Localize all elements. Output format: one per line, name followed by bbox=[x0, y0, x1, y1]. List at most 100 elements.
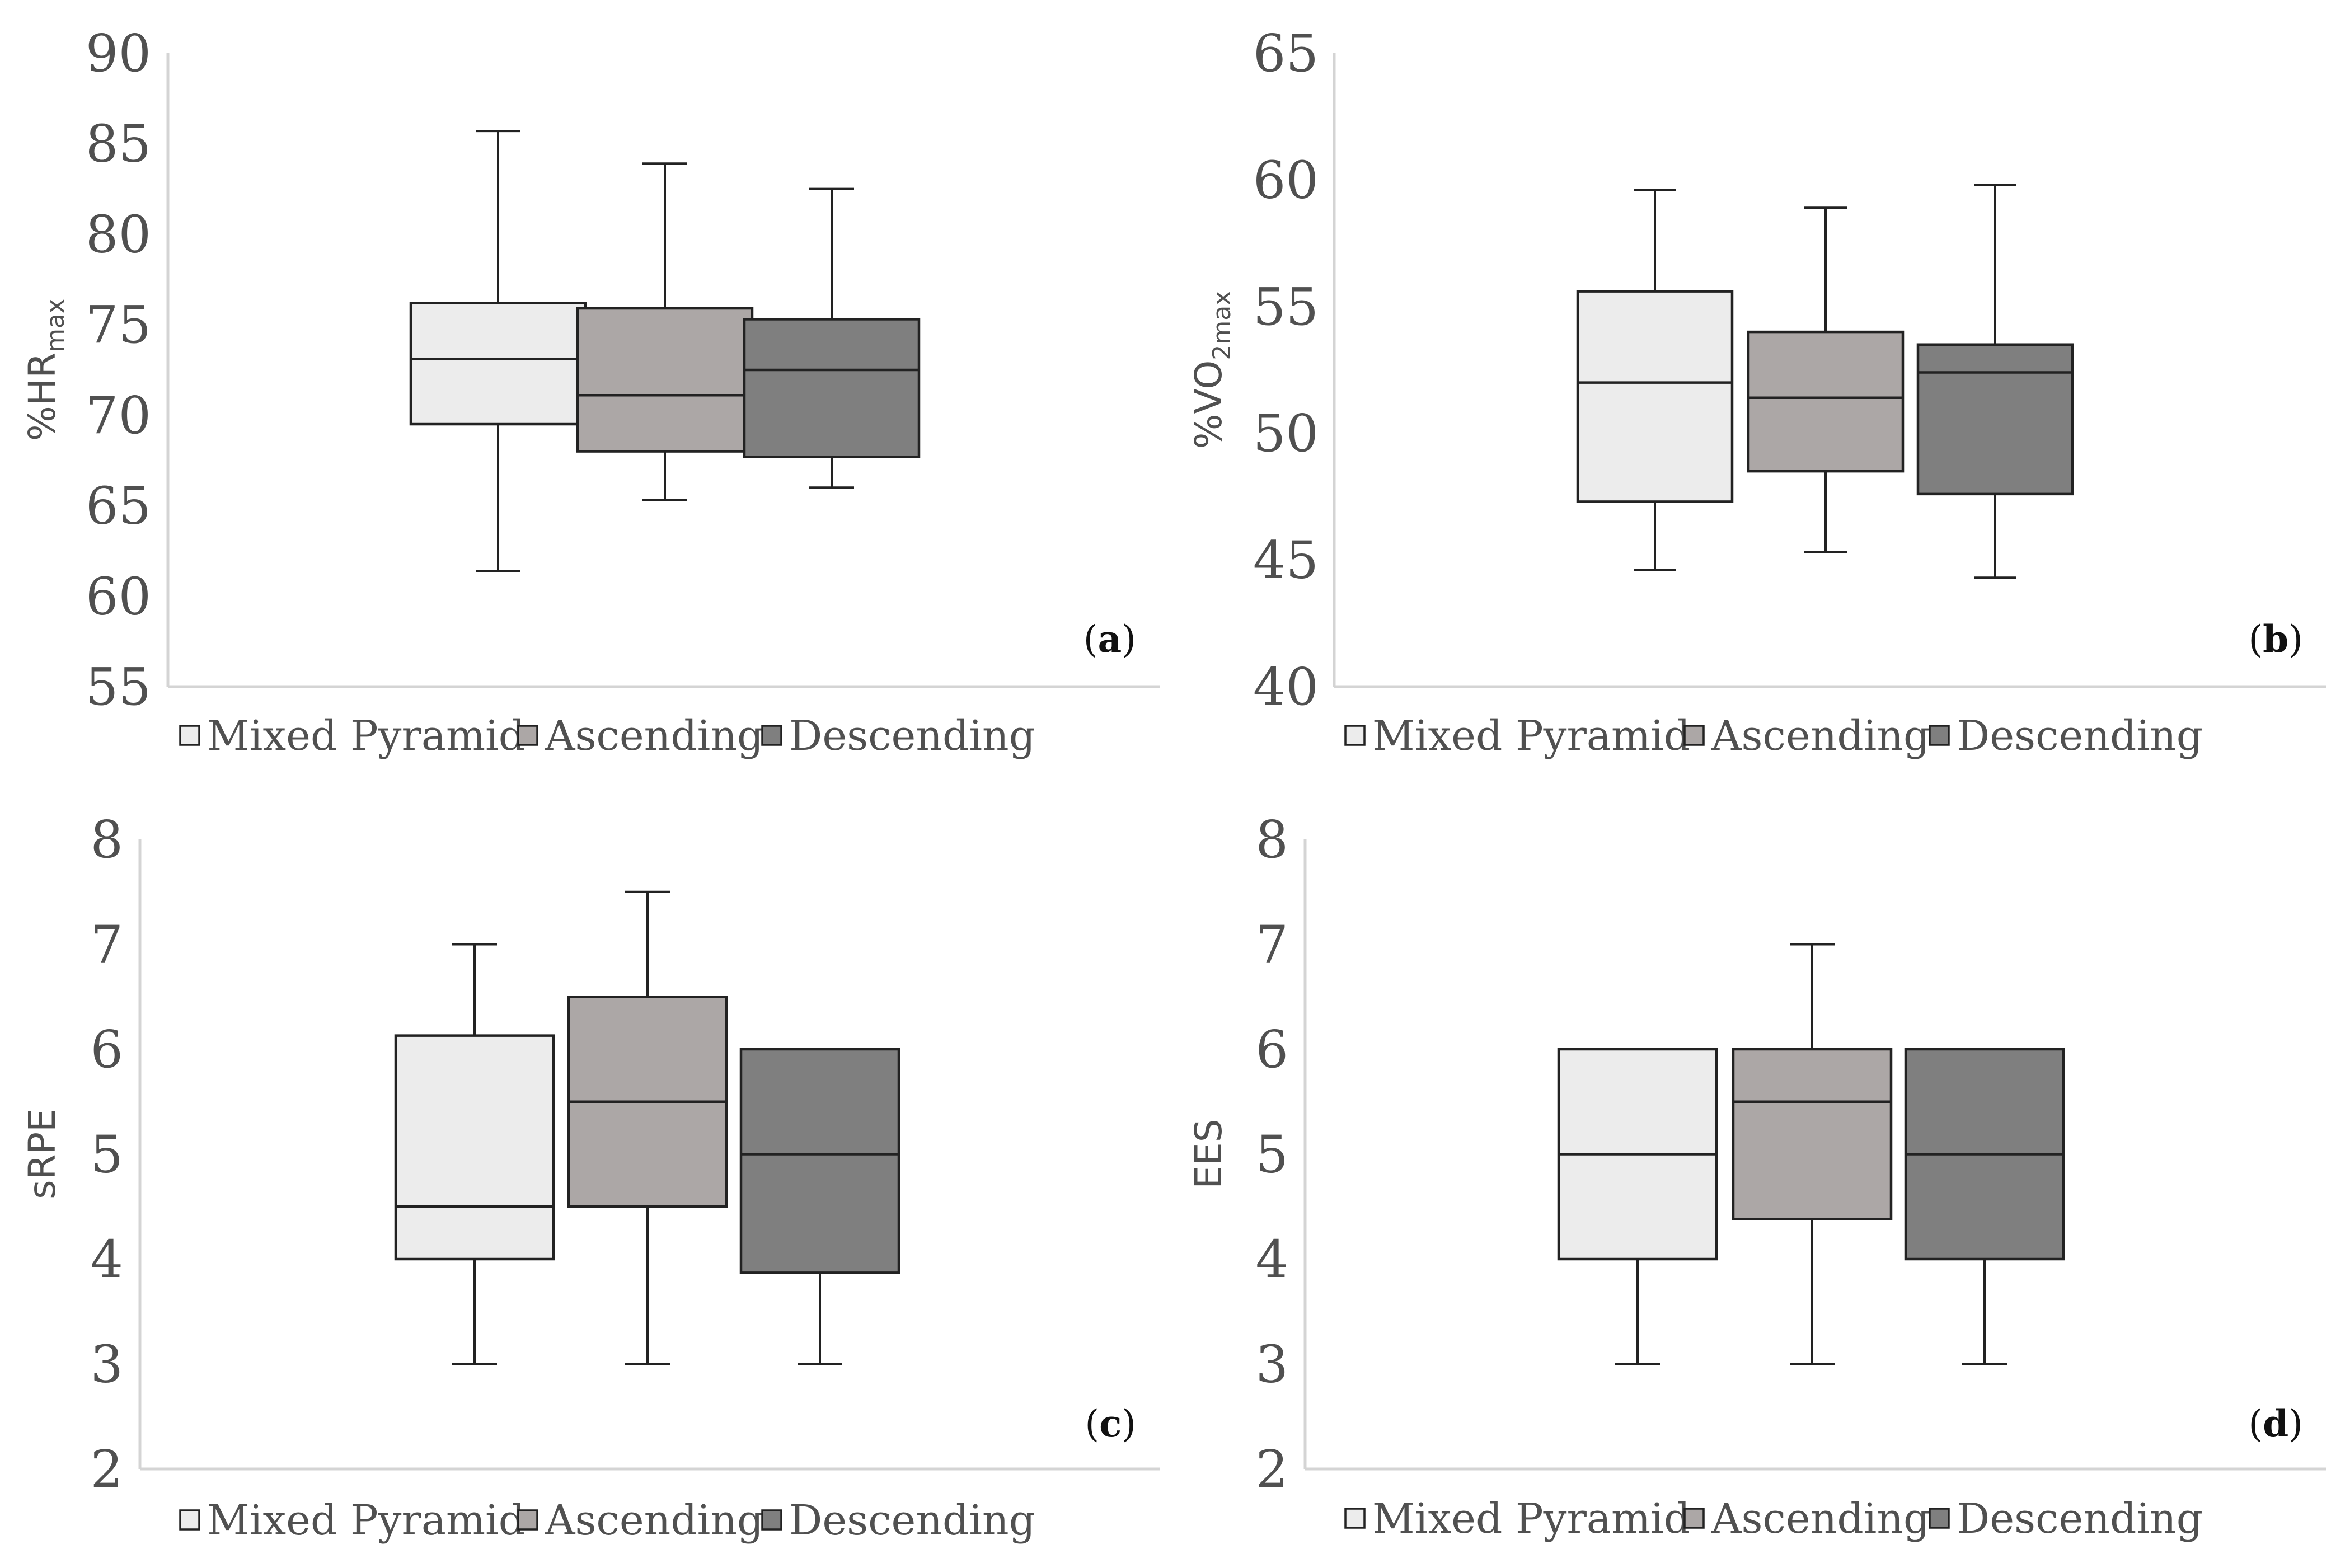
y-tick-label: 2 bbox=[1255, 1439, 1288, 1499]
legend-swatch bbox=[1344, 725, 1366, 746]
y-axis-label: %HRmax bbox=[21, 299, 70, 441]
iqr-box bbox=[394, 1034, 555, 1261]
box-descending bbox=[1904, 1048, 2065, 1365]
iqr-box bbox=[739, 1048, 900, 1274]
box-ascending bbox=[1747, 206, 1905, 554]
y-tick-label: 80 bbox=[86, 204, 151, 264]
y-axis-label-main: %VO bbox=[1187, 360, 1230, 449]
legend: Mixed Pyramid Ascending Descending bbox=[179, 712, 1035, 760]
legend-swatch bbox=[179, 725, 200, 746]
y-tick-label: 3 bbox=[90, 1335, 123, 1395]
legend: Mixed Pyramid Ascending Descending bbox=[1344, 1495, 2203, 1543]
iqr-box bbox=[1916, 343, 2074, 496]
chart-panel-d: 2 3 4 5 6 7 8 EES (d) Mixed Pyramid Ascending Desce… bbox=[1187, 810, 2326, 1543]
panel-label: (a) bbox=[1083, 617, 1136, 661]
y-tick-label: 5 bbox=[90, 1125, 123, 1185]
y-axis-label: %VO2max bbox=[1187, 291, 1236, 449]
legend-label: Mixed Pyramid bbox=[1372, 712, 1690, 760]
legend-swatch bbox=[1929, 1508, 1950, 1529]
box-ascending bbox=[576, 162, 754, 501]
y-tick-label: 7 bbox=[90, 915, 123, 975]
legend-swatch bbox=[517, 725, 538, 746]
iqr-box bbox=[1732, 1048, 1893, 1220]
y-tick-label: 65 bbox=[86, 476, 151, 536]
y-axis-label-main: EES bbox=[1187, 1119, 1230, 1189]
y-tick-label: 8 bbox=[1255, 810, 1288, 870]
legend-label: Descending bbox=[1957, 1495, 2203, 1543]
legend-swatch bbox=[1929, 725, 1950, 746]
y-tick-label: 4 bbox=[1255, 1229, 1288, 1289]
y-tick-label: 85 bbox=[86, 114, 151, 174]
y-tick-label: 6 bbox=[90, 1020, 123, 1079]
y-axis-label-subscript: max bbox=[41, 299, 70, 353]
iqr-box bbox=[743, 318, 921, 458]
y-tick-label: 75 bbox=[86, 295, 151, 355]
box-mixed-pyramid bbox=[394, 943, 555, 1365]
y-tick-label: 50 bbox=[1253, 403, 1319, 463]
y-tick-label: 5 bbox=[1255, 1125, 1288, 1185]
box-descending bbox=[1916, 184, 2074, 579]
y-tick-label: 40 bbox=[1253, 657, 1319, 717]
legend-label: Mixed Pyramid bbox=[1372, 1495, 1690, 1543]
legend-label: Ascending bbox=[545, 712, 763, 760]
legend-swatch bbox=[1683, 1508, 1705, 1529]
box-descending bbox=[739, 1048, 900, 1365]
box-descending bbox=[743, 187, 921, 489]
panel-label-letter: d bbox=[2263, 1402, 2288, 1445]
y-tick-label: 45 bbox=[1253, 531, 1319, 590]
panel-label-letter: a bbox=[1097, 617, 1122, 661]
y-tick-label: 2 bbox=[90, 1439, 123, 1499]
panel-label: (d) bbox=[2248, 1402, 2303, 1445]
y-tick-label: 65 bbox=[1253, 24, 1319, 83]
chart-panel-a: 55 60 65 70 75 80 85 90 %HRmax (a) Mixed Pyramid As… bbox=[21, 24, 1160, 760]
panel-label-open: ( bbox=[2248, 1402, 2263, 1445]
y-tick-label: 3 bbox=[1255, 1335, 1288, 1395]
y-axis-label: EES bbox=[1187, 1119, 1230, 1189]
y-axis-label-subscript: 2max bbox=[1208, 291, 1236, 360]
panel-label: (b) bbox=[2248, 617, 2303, 661]
panel-label: (c) bbox=[1085, 1402, 1136, 1445]
legend-swatch bbox=[1683, 725, 1705, 746]
box-mixed-pyramid bbox=[1557, 1048, 1718, 1365]
panel-label-open: ( bbox=[1085, 1402, 1099, 1445]
y-axis-label-main: sRPE bbox=[21, 1109, 64, 1199]
panel-label-close: ) bbox=[1122, 1402, 1136, 1445]
legend-swatch bbox=[517, 1509, 538, 1531]
box-mixed-pyramid bbox=[1576, 189, 1734, 571]
legend-swatch bbox=[761, 725, 782, 746]
legend-label: Mixed Pyramid bbox=[207, 1496, 525, 1544]
y-tick-label: 8 bbox=[90, 810, 123, 870]
legend-label: Descending bbox=[789, 712, 1035, 760]
legend: Mixed Pyramid Ascending Descending bbox=[179, 1496, 1035, 1544]
legend-label: Descending bbox=[789, 1496, 1035, 1544]
y-tick-label: 70 bbox=[86, 386, 151, 445]
panel-label-open: ( bbox=[2248, 618, 2263, 661]
y-tick-label: 7 bbox=[1255, 915, 1288, 975]
y-axis-label-main: %HR bbox=[21, 353, 64, 441]
iqr-box bbox=[576, 307, 754, 453]
legend-swatch bbox=[761, 1509, 782, 1531]
panel-label-close: ) bbox=[1122, 618, 1136, 661]
panel-label-open: ( bbox=[1083, 618, 1098, 661]
legend-label: Ascending bbox=[1711, 712, 1930, 760]
panel-label-close: ) bbox=[2288, 618, 2303, 661]
legend-label: Ascending bbox=[545, 1496, 763, 1544]
panel-label-letter: c bbox=[1099, 1402, 1122, 1445]
chart-panel-c: 2 3 4 5 6 7 8 sRPE (c) Mixed Pyramid Ascending Desc… bbox=[21, 810, 1160, 1544]
box-ascending bbox=[567, 890, 728, 1365]
y-tick-label: 55 bbox=[1253, 277, 1319, 337]
y-tick-label: 60 bbox=[86, 566, 151, 626]
y-tick-label: 90 bbox=[86, 24, 151, 83]
legend: Mixed Pyramid Ascending Descending bbox=[1344, 712, 2203, 760]
iqr-box bbox=[409, 302, 587, 426]
panel-label-close: ) bbox=[2288, 1402, 2303, 1445]
y-tick-label: 6 bbox=[1255, 1020, 1288, 1079]
y-axis-label: sRPE bbox=[21, 1109, 64, 1199]
panel-label-letter: b bbox=[2263, 617, 2288, 661]
box-ascending bbox=[1732, 943, 1893, 1365]
iqr-box bbox=[1576, 290, 1734, 503]
box-mixed-pyramid bbox=[409, 130, 587, 572]
legend-swatch bbox=[179, 1509, 200, 1531]
y-tick-label: 55 bbox=[86, 657, 151, 717]
